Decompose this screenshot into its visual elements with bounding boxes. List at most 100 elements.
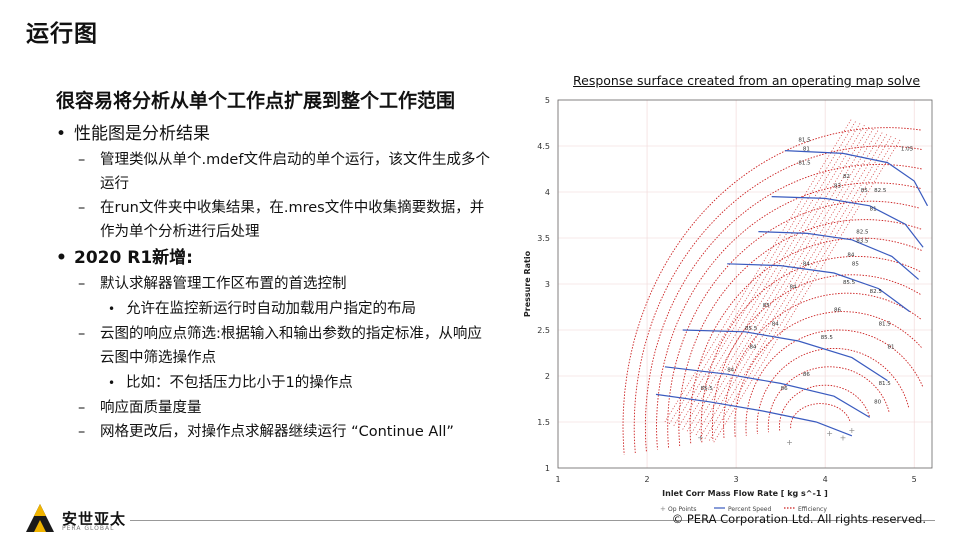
x-tick-label: 3 <box>734 475 739 484</box>
speed-line <box>758 231 919 280</box>
efficiency-label: 86 <box>781 386 788 392</box>
efficiency-contour <box>756 347 910 435</box>
speed-line <box>664 366 871 418</box>
surge-line <box>682 125 870 430</box>
efficiency-label: 85.5 <box>821 335 834 341</box>
efficiency-label: 81 <box>870 206 877 212</box>
footer-divider <box>130 520 935 521</box>
efficiency-label: 84 <box>749 344 756 350</box>
legend-swatch: + <box>660 505 666 513</box>
surge-line <box>704 134 893 439</box>
sub-bullet-point-filter: 云图的响应点筛选:根据输入和输出参数的指定标准，从响应云图中筛选操作点 <box>74 322 496 370</box>
efficiency-contour <box>667 200 919 448</box>
efficiency-label: 81.5 <box>879 381 892 387</box>
efficiency-contour <box>779 384 870 431</box>
efficiency-label: 82.5 <box>870 289 883 295</box>
surge-line <box>709 136 897 441</box>
y-tick-label: 3 <box>545 280 550 289</box>
y-tick-label: 1 <box>545 464 550 473</box>
speed-line <box>727 263 911 313</box>
efficiency-label: 82.5 <box>874 188 887 194</box>
x-tick-label: 1 <box>555 475 560 484</box>
item-filter-example: 比如：不包括压力比小于1的操作点 <box>104 370 496 396</box>
efficiency-label: 84 <box>847 252 854 258</box>
y-axis-label: Pressure Ratio <box>523 250 532 317</box>
efficiency-label: 84 <box>790 285 797 291</box>
y-tick-label: 4.5 <box>537 142 550 151</box>
speed-line <box>785 150 929 207</box>
efficiency-label: 81 <box>887 344 894 350</box>
op-point: + <box>840 433 847 442</box>
y-tick-label: 5 <box>545 96 550 105</box>
operating-map-chart: 1 2 3 4 5 1 1.5 2 2.5 3 3.5 4 4.5 5 Inlet Corr Mass Fl… <box>520 92 945 517</box>
sub-bullet-quality-metric: 响应面质量度量 <box>74 396 496 420</box>
efficiency-label: 85.5 <box>700 386 713 392</box>
bullet-new-in-2020: 2020 R1新增: <box>56 244 496 272</box>
efficiency-contour <box>790 403 851 429</box>
y-tick-label: 2.5 <box>537 326 550 335</box>
x-tick-label: 2 <box>645 475 650 484</box>
efficiency-label: 84 <box>803 262 810 268</box>
slide-body: 很容易将分析从单个工作点扩展到整个工作范围 性能图是分析结果 管理类似从单个.m… <box>56 86 496 444</box>
surge-line <box>669 120 857 424</box>
sub-bullet-solver-control: 默认求解器管理工作区布置的首选控制 <box>74 272 496 296</box>
efficiency-label: 84 <box>727 367 734 373</box>
x-axis-label: Inlet Corr Mass Flow Rate [ kg s^-1 ] <box>662 489 828 498</box>
efficiency-label: 83 <box>834 183 841 189</box>
efficiency-label: 85.5 <box>745 326 758 332</box>
efficiency-contour <box>622 127 921 455</box>
sub-bullet-manage-runs: 管理类似从单个.mdef文件启动的单个运行，该文件生成多个运行 <box>74 148 496 196</box>
bullet-performance-map: 性能图是分析结果 <box>56 120 496 148</box>
efficiency-label: 84 <box>772 321 779 327</box>
efficiency-contour <box>745 329 924 436</box>
slide-headline: 很容易将分析从单个工作点扩展到整个工作范围 <box>56 90 456 112</box>
pera-logo-icon <box>26 504 54 532</box>
efficiency-label: 81.5 <box>879 321 892 327</box>
efficiency-contour <box>767 366 890 433</box>
plot-frame <box>557 99 933 469</box>
surge-line <box>700 132 888 437</box>
surge-line <box>713 138 902 443</box>
speed-line <box>655 393 853 437</box>
chart-caption: Response surface created from an operati… <box>573 73 921 88</box>
efficiency-label: 85 <box>763 303 770 309</box>
efficiency-label: 81 <box>803 147 810 153</box>
efficiency-label: 85 <box>852 262 859 268</box>
speed-line <box>771 196 924 248</box>
x-tick-label: 5 <box>912 475 917 484</box>
logo-text: 安世亚太 <box>62 510 127 528</box>
efficiency-contour <box>689 237 922 445</box>
efficiency-contour <box>644 163 922 452</box>
efficiency-contour <box>656 182 921 450</box>
y-tick-label: 4 <box>545 188 550 197</box>
speed-line <box>682 329 888 382</box>
efficiency-label: 1.05 <box>901 147 914 153</box>
efficiency-label: 85.5 <box>843 280 856 286</box>
item-auto-load-layout: 允许在监控新运行时自动加载用户指定的布局 <box>104 296 496 322</box>
efficiency-contour <box>711 274 921 441</box>
efficiency-contour <box>678 219 922 447</box>
efficiency-label: 86 <box>834 308 841 314</box>
efficiency-contour <box>633 145 922 454</box>
efficiency-label: 81.5 <box>798 160 811 166</box>
surge-line <box>686 127 875 432</box>
surge-line <box>695 131 884 436</box>
efficiency-contour <box>734 311 922 438</box>
x-tick-label: 4 <box>823 475 828 484</box>
efficiency-label: 82.5 <box>856 229 869 235</box>
op-point: + <box>786 438 793 447</box>
efficiency-label: 85 <box>861 188 868 194</box>
y-tick-label: 1.5 <box>537 418 550 427</box>
legend-label: Percent Speed <box>728 506 771 513</box>
logo-subtext: PERA GLOBAL <box>62 525 115 532</box>
surge-line <box>677 123 866 428</box>
slide-title: 运行图 <box>26 21 98 47</box>
efficiency-contour <box>700 255 921 443</box>
y-tick-label: 3.5 <box>537 234 550 243</box>
op-point: + <box>826 429 833 438</box>
y-tick-label: 2 <box>545 372 550 381</box>
efficiency-label: 81.5 <box>798 137 811 143</box>
op-point: + <box>849 426 856 435</box>
surge-line <box>664 118 853 423</box>
legend-label: Op Points <box>668 506 696 513</box>
